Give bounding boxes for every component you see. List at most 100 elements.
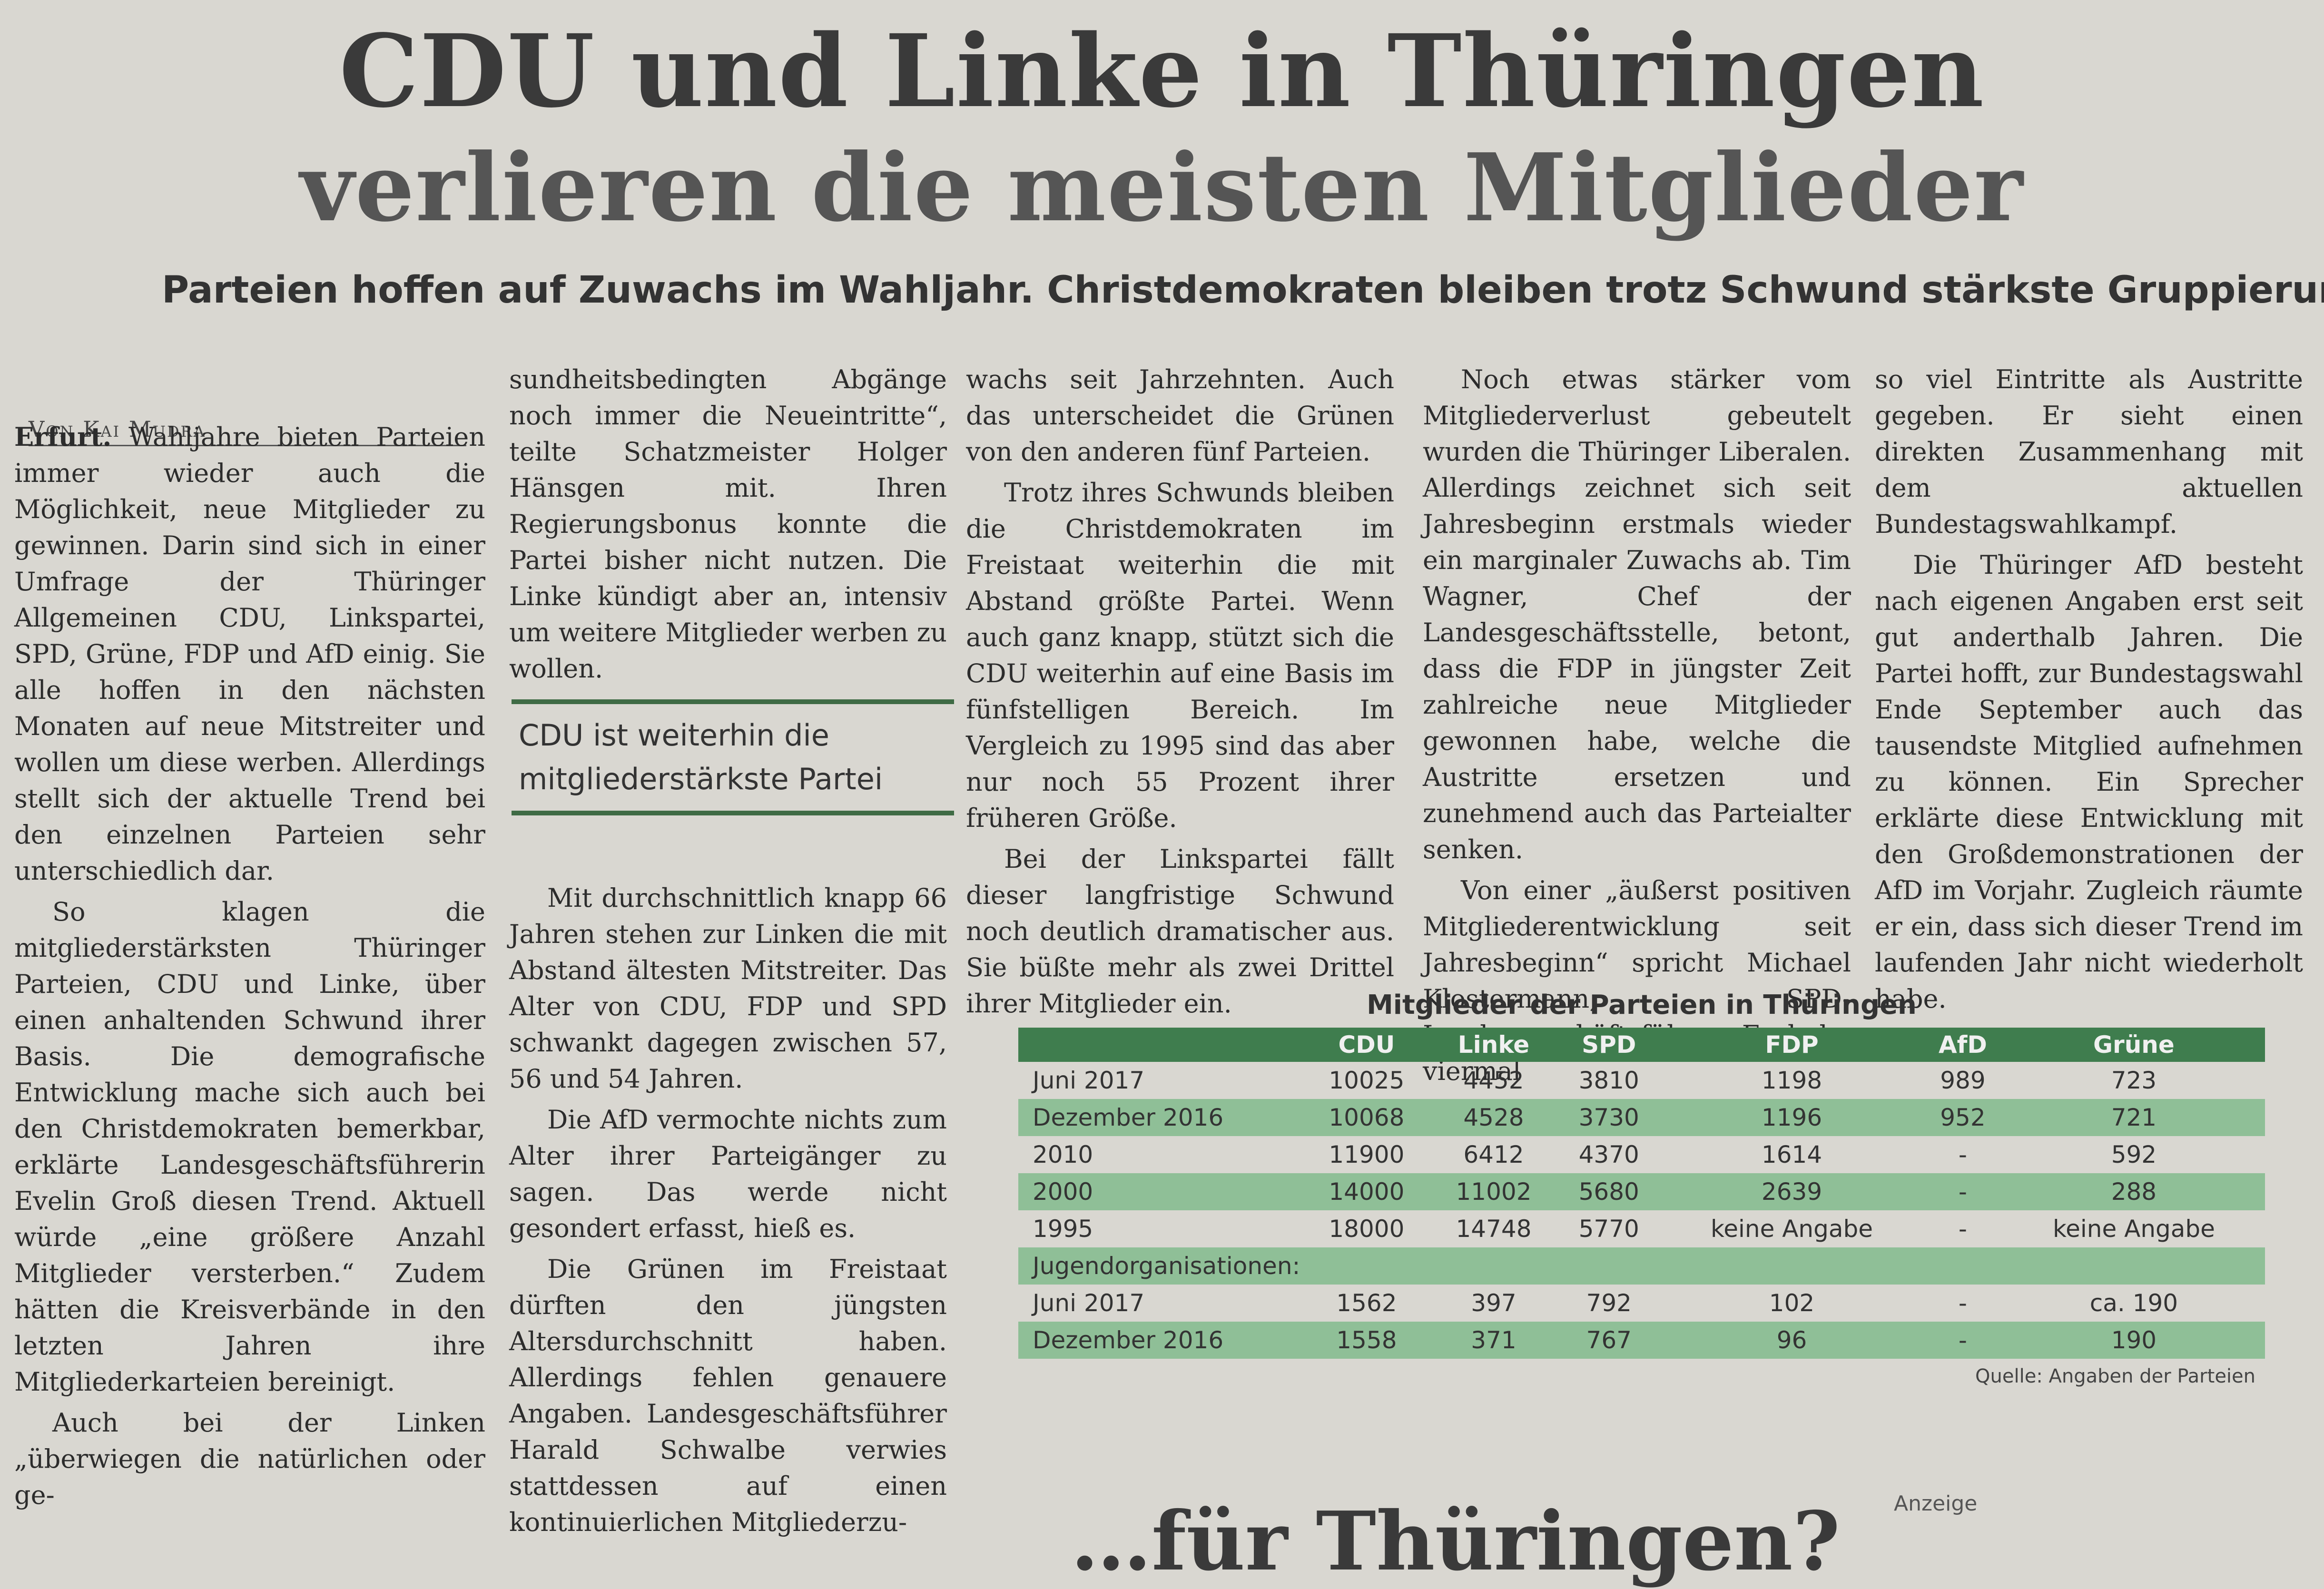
- ad-label: Anzeige: [1894, 1491, 1978, 1516]
- table-cell: 18000: [1329, 1215, 1405, 1243]
- article-column-1: Erfurt. Wahljahre bieten Parteien immer …: [14, 419, 485, 1518]
- table-cell: 11900: [1329, 1141, 1405, 1168]
- table-cell: 3810: [1578, 1067, 1639, 1094]
- table-cell: 721: [2002, 1099, 2265, 1136]
- table-cell: [1430, 1247, 1557, 1285]
- paragraph: Die Thüringer AfD besteht nach eigenen A…: [1875, 550, 2303, 1014]
- headline-line-2: verlieren die meisten Mitglieder: [300, 133, 2024, 243]
- table-cell: 4452: [1463, 1067, 1524, 1094]
- article-column-4: Noch etwas stärker vom Mitgliederverlust…: [1423, 362, 1851, 1094]
- table-cell: keine Angabe: [1711, 1215, 1873, 1243]
- table-row: Juni 2017 10025 4452 3810 1198 989 723: [1018, 1062, 2265, 1099]
- table-source: Quelle: Angaben der Parteien: [1975, 1365, 2255, 1387]
- row-label: 2010: [1033, 1141, 1093, 1168]
- table-cell: 371: [1430, 1322, 1557, 1359]
- table-row: Jugendorganisationen:: [1018, 1247, 2265, 1285]
- paragraph: Erfurt. Wahljahre bieten Parteien immer …: [14, 419, 485, 889]
- table-cell: 6412: [1463, 1141, 1524, 1168]
- table-cell: keine Angabe: [2052, 1215, 2215, 1243]
- table-cell: -: [1958, 1141, 1967, 1168]
- table-cell: 1196: [1660, 1099, 1923, 1136]
- table-cell: [1303, 1247, 1430, 1285]
- paragraph: Mit durchschnittlich knapp 66 Jahren ste…: [509, 883, 947, 1094]
- table-cell: [1923, 1247, 2003, 1285]
- table-cell: 792: [1586, 1289, 1632, 1317]
- table-cell: 10025: [1329, 1067, 1405, 1094]
- byline: Von Kai Mudra: [29, 416, 466, 446]
- paragraph: So klagen die mitgliederstärksten Thürin…: [14, 897, 485, 1397]
- membership-table-box: Mitglieder der Parteien in Thüringen CDU…: [1018, 990, 2265, 1399]
- table-cell: 5770: [1578, 1215, 1639, 1243]
- row-label: Dezember 2016: [1018, 1099, 1303, 1136]
- table-cell: 10068: [1303, 1099, 1430, 1136]
- table-cell: -: [1923, 1173, 2003, 1210]
- table-cell: 190: [2002, 1322, 2265, 1359]
- article-column-3: wachs seit Jahrzehnten. Auch das untersc…: [966, 362, 1394, 1027]
- article-column-2-continued: Mit durchschnittlich knapp 66 Jahren ste…: [509, 880, 947, 1545]
- table-cell: 4370: [1578, 1141, 1639, 1168]
- row-label: Juni 2017: [1033, 1067, 1145, 1094]
- table-cell: 989: [1940, 1067, 1986, 1094]
- table-header-cell: Linke: [1430, 1028, 1557, 1062]
- table-cell: 592: [2111, 1141, 2157, 1168]
- row-label: 2000: [1018, 1173, 1303, 1210]
- table-cell: 3730: [1557, 1099, 1661, 1136]
- table-cell: 5680: [1557, 1173, 1661, 1210]
- table-cell: 1562: [1336, 1289, 1397, 1317]
- table-cell: 723: [2111, 1067, 2157, 1094]
- section-subhead: CDU ist weiterhin die mitgliederstärkste…: [512, 699, 954, 815]
- article-column-2: sundheitsbedingten Abgänge noch immer di…: [509, 362, 947, 692]
- table-cell: 102: [1769, 1289, 1815, 1317]
- table-header-cell: CDU: [1303, 1028, 1430, 1062]
- table-body: Juni 2017 10025 4452 3810 1198 989 723 Dezember…: [1018, 1062, 2265, 1359]
- article-column-5: so viel Eintritte als Austritte gegeben.…: [1875, 362, 2303, 1022]
- paragraph: sundheitsbedingten Abgänge noch immer di…: [509, 364, 947, 684]
- table-cell: 4528: [1430, 1099, 1557, 1136]
- paragraph: Von einer „äußerst positiven Mitgliedere…: [1423, 875, 1851, 1086]
- table-row: 2000 14000 11002 5680 2639-288: [1018, 1173, 2265, 1210]
- paragraph: wachs seit Jahrzehnten. Auch das untersc…: [966, 364, 1394, 467]
- table-row: Dezember 2016 10068 4528 3730 1196 952 721: [1018, 1099, 2265, 1136]
- table-cell: 397: [1471, 1289, 1517, 1317]
- table-cell: 14748: [1456, 1215, 1532, 1243]
- table-cell: 14000: [1303, 1173, 1430, 1210]
- paragraph: Trotz ihres Schwunds bleiben die Christd…: [966, 478, 1394, 833]
- paragraph: Auch bei der Linken „überwiegen die natü…: [14, 1408, 485, 1510]
- paragraph: so viel Eintritte als Austritte gegeben.…: [1875, 364, 2303, 539]
- table-cell: 2639: [1660, 1173, 1923, 1210]
- row-label: Jugendorganisationen:: [1018, 1247, 1303, 1285]
- table-cell: ca. 190: [2089, 1289, 2178, 1317]
- paragraph: Die Grünen im Freistaat dürften den jüng…: [509, 1254, 947, 1537]
- row-label: 1995: [1033, 1215, 1093, 1243]
- table-cell: -: [1923, 1322, 2003, 1359]
- table-cell: 11002: [1430, 1173, 1557, 1210]
- table-cell: -: [1958, 1215, 1967, 1243]
- table-row: 1995 18000 14748 5770 keine Angabe - keine Ang…: [1018, 1210, 2265, 1247]
- table-cell: 288: [2002, 1173, 2265, 1210]
- table-row: 2010 11900 6412 4370 1614 - 592: [1018, 1136, 2265, 1173]
- table-cell: [2002, 1247, 2265, 1285]
- table-cell: 1198: [1761, 1067, 1822, 1094]
- dateline: Erfurt.: [14, 422, 112, 452]
- table-header-cell: FDP: [1660, 1028, 1923, 1062]
- paragraph: Noch etwas stärker vom Mitgliederverlust…: [1423, 364, 1851, 864]
- row-label: Dezember 2016: [1018, 1322, 1303, 1359]
- table-header-cell: SPD: [1557, 1028, 1661, 1062]
- table-cell: [1660, 1247, 1923, 1285]
- table-header-cell: AfD: [1923, 1028, 2003, 1062]
- next-headline-fragment: …für Thüringen?: [1071, 1494, 1841, 1589]
- paragraph: Bei der Linkspartei fällt dieser langfri…: [966, 844, 1394, 1019]
- table-header-row: CDU Linke SPD FDP AfD Grüne: [1018, 1028, 2265, 1062]
- table-title: Mitglieder der Parteien in Thüringen: [1367, 990, 1917, 1020]
- table-row: Juni 2017 1562 397 792 102 - ca. 190: [1018, 1285, 2265, 1322]
- table-cell: 96: [1660, 1322, 1923, 1359]
- table-cell: 1614: [1761, 1141, 1822, 1168]
- membership-table: CDU Linke SPD FDP AfD Grüne Juni 2017 100…: [1018, 1028, 2265, 1359]
- headline-line-1: CDU und Linke in Thüringen: [339, 12, 1985, 130]
- table-header-cell: Grüne: [2002, 1028, 2265, 1062]
- subheadline: Parteien hoffen auf Zuwachs im Wahljahr.…: [162, 269, 2324, 312]
- table-row: Dezember 2016 1558 371 767 96-190: [1018, 1322, 2265, 1359]
- table-header-cell: [1018, 1028, 1303, 1062]
- paragraph: Die AfD vermochte nichts zum Alter ihrer…: [509, 1105, 947, 1243]
- table-cell: -: [1958, 1289, 1967, 1317]
